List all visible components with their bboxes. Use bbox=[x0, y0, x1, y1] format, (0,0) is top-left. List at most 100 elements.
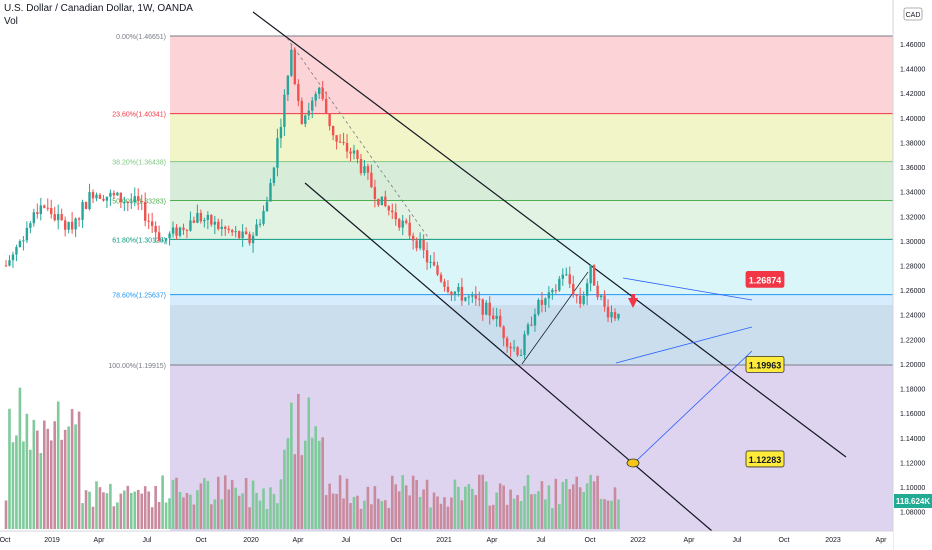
volume-bar bbox=[109, 483, 112, 529]
candle-body bbox=[519, 355, 523, 357]
fib-label: 38.20%(1.36438) bbox=[112, 160, 166, 167]
volume-bar bbox=[603, 499, 606, 529]
volume-bar bbox=[258, 500, 262, 529]
candle-body bbox=[206, 214, 210, 220]
candle-body bbox=[98, 194, 102, 199]
candle-body bbox=[269, 183, 272, 202]
volume-bar bbox=[105, 493, 109, 529]
candle-body bbox=[84, 202, 88, 210]
candle-body bbox=[464, 297, 467, 301]
volume-bar bbox=[210, 504, 213, 529]
volume-bar bbox=[39, 453, 43, 529]
volume-bar bbox=[227, 489, 231, 529]
currency-label: CAD bbox=[906, 12, 921, 19]
target-badge bbox=[745, 270, 785, 288]
volume-bar bbox=[519, 501, 523, 529]
candle-body bbox=[140, 200, 143, 203]
volume-bar bbox=[613, 487, 617, 529]
volume-bar bbox=[244, 477, 248, 529]
volume-bar bbox=[432, 492, 436, 529]
volume-bar bbox=[25, 413, 29, 529]
candle-body bbox=[91, 192, 95, 199]
candle-body bbox=[265, 201, 269, 212]
volume-bar bbox=[22, 441, 25, 529]
projection-line bbox=[622, 277, 753, 301]
candle-body bbox=[217, 221, 220, 230]
candle-body bbox=[304, 115, 307, 124]
volume-bar bbox=[8, 408, 11, 529]
volume-bar bbox=[272, 493, 276, 529]
candle-body bbox=[467, 296, 471, 298]
candle-body bbox=[237, 231, 241, 238]
fib-band bbox=[170, 113, 893, 162]
candle-body bbox=[352, 150, 356, 154]
price-tick-label: 1.26000 bbox=[900, 288, 925, 295]
candle-body bbox=[599, 295, 603, 298]
candle-body bbox=[137, 196, 140, 201]
candle-body bbox=[182, 227, 185, 230]
fib-label: 61.80%(1.30128) bbox=[112, 237, 166, 244]
fib-label: 50.00%(1.33283) bbox=[112, 199, 166, 206]
time-tick-label: Apr bbox=[94, 537, 106, 544]
candle-body bbox=[439, 274, 443, 282]
candle-body bbox=[189, 220, 192, 231]
fib-bands bbox=[170, 36, 893, 531]
candle-body bbox=[43, 205, 46, 208]
candle-body bbox=[585, 283, 589, 296]
trend-channel bbox=[252, 11, 847, 532]
volume-bar bbox=[60, 439, 63, 529]
candle-body bbox=[401, 220, 404, 228]
candle-body bbox=[60, 214, 63, 221]
candle-body bbox=[568, 274, 571, 284]
candle-body bbox=[488, 302, 491, 316]
candle-body bbox=[185, 229, 189, 231]
channel-lower-line bbox=[304, 182, 713, 532]
volume-bar bbox=[380, 501, 384, 529]
price-tick-label: 1.38000 bbox=[900, 140, 925, 147]
volume-bar bbox=[192, 504, 196, 529]
volume-bar bbox=[129, 492, 133, 529]
candle-body bbox=[213, 221, 216, 225]
candle-body bbox=[453, 291, 457, 296]
volume-bar bbox=[439, 503, 443, 529]
volume-bar bbox=[471, 488, 474, 529]
candle-body bbox=[338, 141, 342, 143]
volume-bar bbox=[276, 503, 279, 529]
volume-bar bbox=[161, 475, 164, 529]
candle-body bbox=[509, 346, 512, 349]
volume-bar bbox=[568, 489, 572, 529]
candle-body bbox=[32, 212, 36, 224]
volume-bar bbox=[11, 442, 15, 529]
volume-bar bbox=[283, 449, 286, 529]
down-arrow-icon bbox=[631, 294, 635, 299]
price-tick-label: 1.36000 bbox=[900, 165, 925, 172]
candle-body bbox=[123, 202, 126, 204]
candle-body bbox=[613, 312, 617, 319]
volume-bar bbox=[206, 480, 210, 529]
candle-body bbox=[471, 295, 474, 297]
volume-bar bbox=[56, 401, 60, 529]
candle-body bbox=[432, 261, 436, 266]
volume-bar bbox=[491, 504, 495, 529]
candle-body bbox=[154, 225, 157, 233]
volume-bars bbox=[4, 387, 620, 529]
candle-body bbox=[512, 347, 516, 349]
volume-bar bbox=[46, 428, 50, 529]
volume-bar bbox=[425, 479, 429, 529]
price-tick-label: 1.18000 bbox=[900, 387, 925, 394]
fib-lines: 0.00%(1.46651) 23.60%(1.40341) 38.20%(1.36… bbox=[108, 34, 893, 370]
volume-bar bbox=[585, 483, 589, 529]
volume-bar bbox=[18, 387, 22, 529]
candle-body bbox=[116, 192, 119, 196]
candle-body bbox=[603, 295, 606, 307]
candle-body bbox=[196, 212, 199, 223]
volume-bar bbox=[29, 449, 32, 529]
candle-body bbox=[391, 210, 394, 213]
volume-bar bbox=[216, 476, 220, 529]
candle-body bbox=[565, 274, 568, 276]
candle-body bbox=[474, 295, 477, 299]
candle-body bbox=[394, 212, 397, 220]
volume-bar bbox=[74, 424, 77, 529]
volume-bar bbox=[328, 483, 331, 529]
